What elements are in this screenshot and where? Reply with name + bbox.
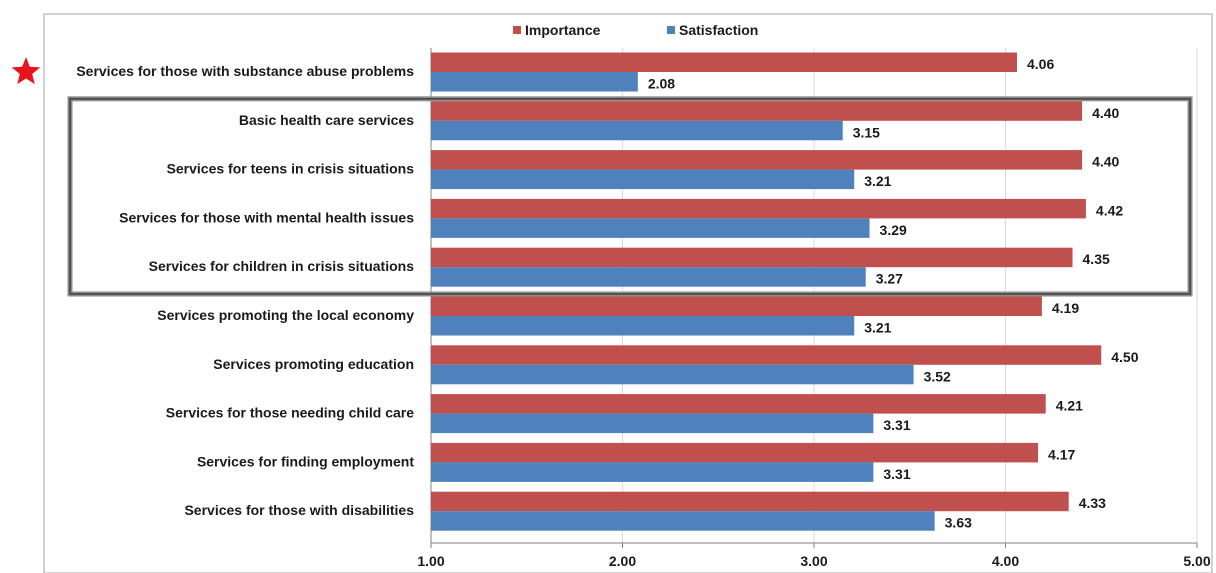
x-tick-label: 2.00: [609, 553, 636, 569]
data-label: 4.50: [1111, 349, 1138, 365]
bar-importance: [431, 198, 1086, 219]
bar-importance: [431, 101, 1083, 121]
category-label: Services for those with substance abuse …: [76, 63, 414, 79]
category-label: Services for finding employment: [197, 453, 414, 469]
category-label: Services for those needing child care: [166, 405, 414, 421]
bar-satisfaction: [431, 364, 914, 385]
category-label: Services for those with mental health is…: [119, 209, 414, 225]
x-tick-label: 4.00: [992, 553, 1019, 569]
category-label: Services for children in crisis situatio…: [149, 258, 415, 274]
highlight-box-layer: [67, 96, 1193, 297]
legend-swatch-satisfaction: [667, 26, 675, 34]
x-tick-label: 1.00: [417, 553, 444, 569]
bar-satisfaction: [431, 511, 935, 531]
bar-satisfaction: [431, 218, 870, 238]
category-label: Services for those with disabilities: [184, 502, 414, 518]
data-label: 3.15: [853, 124, 880, 140]
data-label: 4.06: [1027, 56, 1054, 72]
category-label: Services for teens in crisis situations: [167, 161, 415, 177]
bar-satisfaction: [431, 316, 855, 336]
data-label: 3.52: [924, 368, 951, 384]
bar-importance: [431, 394, 1046, 414]
data-label: 4.42: [1096, 202, 1123, 218]
data-label: 4.35: [1083, 251, 1110, 267]
bars-layer: [431, 52, 1102, 531]
bar-importance: [431, 247, 1073, 268]
data-label: 4.17: [1048, 446, 1075, 462]
data-label: 4.19: [1052, 300, 1079, 316]
data-label: 4.40: [1092, 154, 1119, 170]
legend-label-importance: Importance: [525, 22, 601, 38]
data-label: 4.33: [1079, 495, 1106, 511]
data-label: 3.21: [864, 173, 891, 189]
data-label: 3.31: [883, 417, 910, 433]
bar-satisfaction: [431, 267, 866, 287]
labels-layer: 1.00 2.00 3.00 4.00 5.00 Services for those w…: [11, 56, 1211, 569]
bar-importance: [431, 296, 1042, 316]
data-label: 3.31: [883, 466, 910, 482]
bar-satisfaction: [431, 72, 638, 92]
x-tick-label: 5.00: [1183, 553, 1210, 569]
data-label: 3.21: [864, 320, 891, 336]
bar-importance: [431, 491, 1069, 512]
category-label: Basic health care services: [239, 112, 414, 128]
data-label: 4.21: [1056, 398, 1083, 414]
bar-importance: [431, 442, 1039, 463]
bar-importance: [431, 150, 1083, 170]
category-label: Services promoting education: [213, 356, 414, 372]
bar-satisfaction: [431, 462, 874, 482]
data-label: 3.27: [876, 271, 903, 287]
legend-label-satisfaction: Satisfaction: [679, 22, 758, 38]
bar-satisfaction: [431, 413, 874, 434]
data-label: 2.08: [648, 76, 675, 92]
highlight-box-inner: [69, 98, 1191, 295]
x-tick-label: 3.00: [800, 553, 827, 569]
data-label: 4.40: [1092, 105, 1119, 121]
bar-satisfaction: [431, 120, 843, 141]
legend-swatch-importance: [513, 26, 521, 34]
data-label: 3.63: [945, 515, 972, 531]
data-label: 3.29: [880, 222, 907, 238]
star-icon: [11, 57, 41, 85]
category-label: Services promoting the local economy: [157, 307, 414, 323]
bar-importance: [431, 345, 1102, 365]
bar-importance: [431, 52, 1017, 72]
legend: Importance Satisfaction: [513, 22, 758, 38]
bar-satisfaction: [431, 169, 855, 190]
